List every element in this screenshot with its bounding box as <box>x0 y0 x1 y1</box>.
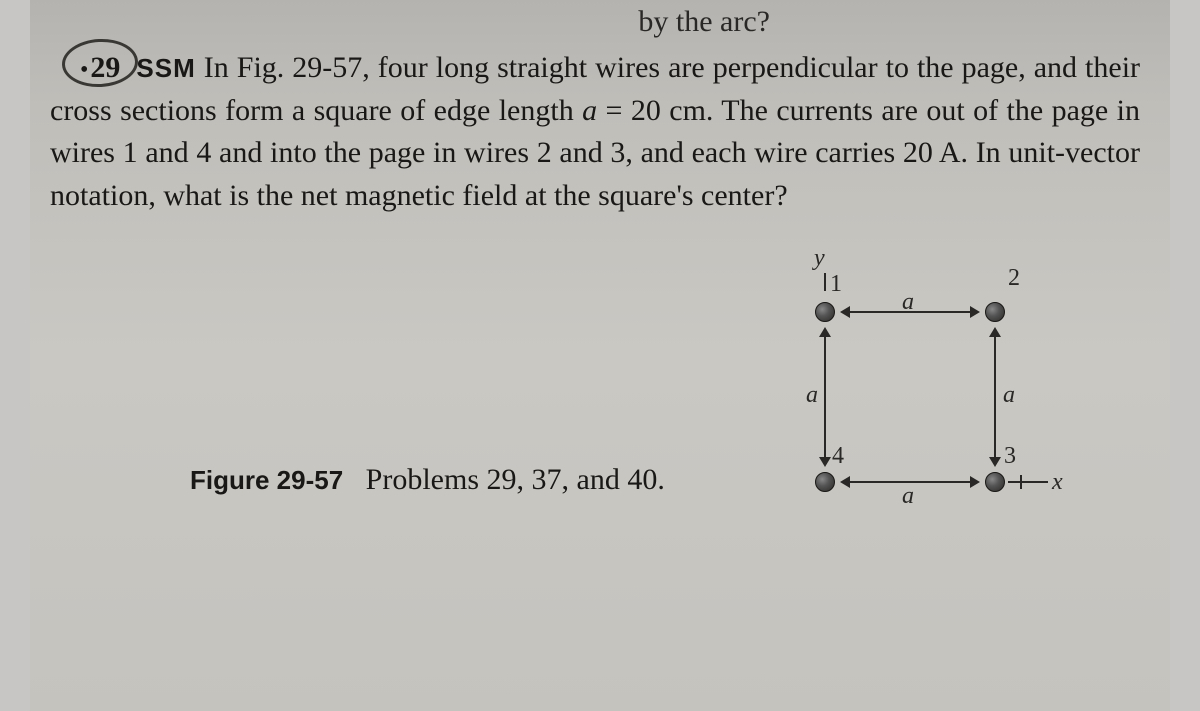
y-axis-label: y <box>814 245 825 272</box>
fragment-previous-problem: by the arc? <box>30 5 1170 39</box>
top-arrow-left <box>840 306 850 318</box>
bottom-arrow-right <box>970 476 980 488</box>
right-edge-line <box>994 335 996 459</box>
ssm-tag: SSM <box>136 53 195 83</box>
top-edge-label: a <box>902 289 914 316</box>
x-axis-label: x <box>1052 469 1063 496</box>
figure-caption-text: Problems 29, 37, and 40. <box>366 463 665 496</box>
left-edge-label: a <box>806 382 818 409</box>
wire-1-node <box>815 302 835 322</box>
wire-2-label: 2 <box>1008 265 1020 292</box>
top-arrow-right <box>970 306 980 318</box>
problem-number-circled: •29 <box>80 47 120 90</box>
right-edge-label: a <box>1003 382 1015 409</box>
y-axis-tick <box>824 273 826 291</box>
figure-caption: Figure 29-57 Problems 29, 37, and 40. <box>60 463 800 507</box>
wire-2-node <box>985 302 1005 322</box>
x-axis-tick <box>1020 475 1022 489</box>
variable-a: a <box>582 94 597 127</box>
figure-label: Figure 29-57 <box>190 465 343 495</box>
figure-row: Figure 29-57 Problems 29, 37, and 40. y … <box>30 247 1170 507</box>
problem-29-text: •29 SSM In Fig. 29-57, four long straigh… <box>30 47 1170 217</box>
x-axis-line <box>1008 481 1048 483</box>
wire-4-label: 4 <box>832 443 844 470</box>
figure-diagram: y 1 2 a a a 4 <box>800 247 1080 507</box>
left-arrow-down <box>819 457 831 467</box>
wire-3-label: 3 <box>1004 443 1016 470</box>
textbook-page: by the arc? •29 SSM In Fig. 29-57, four … <box>30 0 1170 711</box>
pen-circle-annotation <box>61 37 139 89</box>
bottom-arrow-left <box>840 476 850 488</box>
right-arrow-down <box>989 457 1001 467</box>
wire-4-node <box>815 472 835 492</box>
right-arrow-up <box>989 327 1001 337</box>
wire-3-node <box>985 472 1005 492</box>
left-arrow-up <box>819 327 831 337</box>
wire-1-label: 1 <box>830 271 842 298</box>
bottom-edge-label: a <box>902 483 914 510</box>
left-edge-line <box>824 335 826 459</box>
